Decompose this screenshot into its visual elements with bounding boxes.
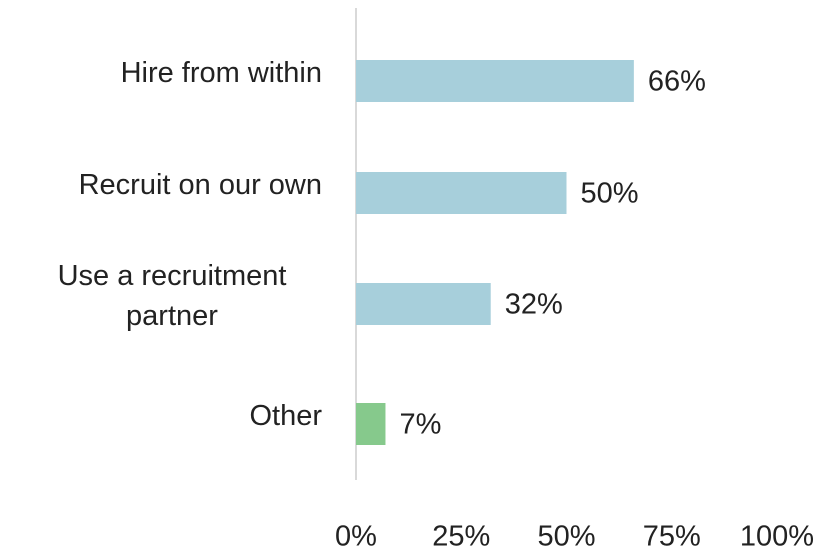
y-tick-label: Use a recruitment partner: [57, 260, 287, 332]
value-label: 66%: [648, 66, 706, 98]
y-tick-label-box: Hire from within: [0, 28, 322, 118]
bar: [356, 283, 491, 325]
y-tick-label: Other: [249, 400, 322, 432]
value-label: 32%: [505, 289, 563, 321]
x-tick-label: 0%: [335, 521, 377, 553]
value-label: 50%: [581, 178, 639, 210]
x-tick-label: 100%: [740, 521, 814, 553]
value-label: 7%: [399, 409, 441, 441]
x-tick-label: 50%: [537, 521, 595, 553]
y-tick-label: Hire from within: [120, 57, 322, 89]
y-tick-label-box: Recruit on our own: [0, 140, 322, 230]
y-tick-label-box: Use a recruitment partner: [0, 251, 322, 341]
bar: [356, 403, 386, 445]
bar: [356, 60, 634, 102]
x-tick-label: 75%: [643, 521, 701, 553]
y-tick-label-box: Other: [0, 371, 322, 461]
bar: [356, 172, 567, 214]
y-tick-label: Recruit on our own: [78, 169, 322, 201]
x-tick-label: 25%: [432, 521, 490, 553]
